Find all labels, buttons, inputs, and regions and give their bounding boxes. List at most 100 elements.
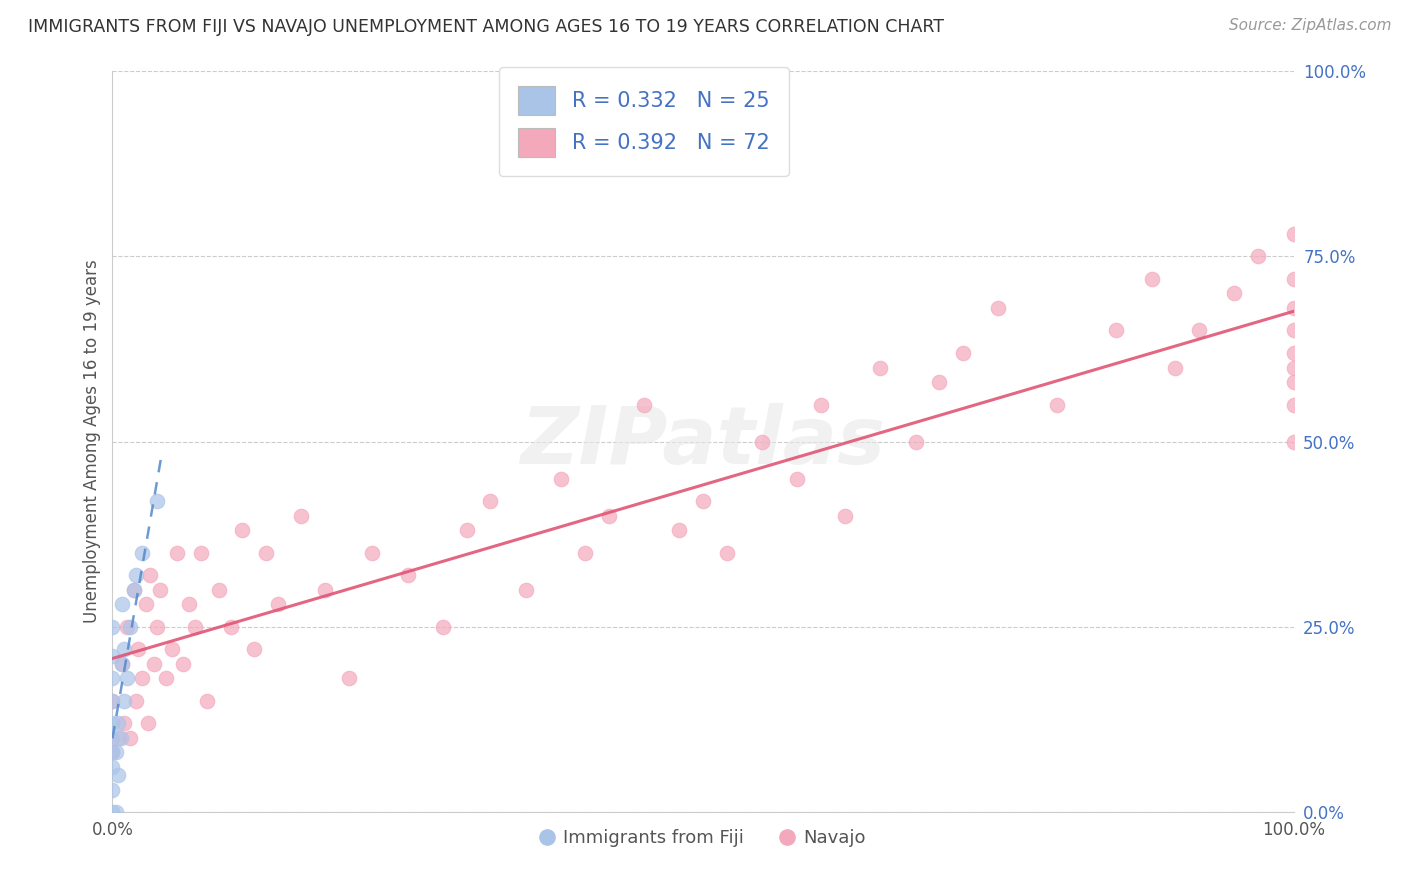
Point	[112, 715, 135, 730]
Point	[101, 805, 124, 819]
Point	[716, 546, 738, 560]
Point	[105, 746, 128, 760]
Point	[160, 641, 183, 656]
Point	[361, 546, 384, 560]
Point	[786, 471, 808, 485]
Point	[1282, 360, 1305, 375]
Point	[190, 546, 212, 560]
Point	[172, 657, 194, 671]
Point	[1282, 301, 1305, 316]
Point	[1282, 376, 1305, 390]
Point	[751, 434, 773, 449]
Point	[396, 567, 419, 582]
Point	[107, 715, 129, 730]
Point	[1105, 324, 1128, 338]
Y-axis label: Unemployment Among Ages 16 to 19 years: Unemployment Among Ages 16 to 19 years	[83, 260, 101, 624]
Point	[456, 524, 478, 538]
Point	[135, 598, 157, 612]
Point	[166, 546, 188, 560]
Point	[115, 619, 138, 633]
Point	[120, 731, 142, 745]
Point	[107, 731, 129, 745]
Point	[1282, 398, 1305, 412]
Point	[101, 672, 124, 686]
Point	[146, 493, 169, 508]
Point	[668, 524, 690, 538]
Point	[1282, 271, 1305, 285]
Point	[110, 731, 132, 745]
Point	[810, 398, 832, 412]
Point	[195, 694, 218, 708]
Point	[101, 694, 124, 708]
Point	[1223, 286, 1246, 301]
Point	[146, 619, 169, 633]
Point	[1282, 324, 1305, 338]
Point	[267, 598, 290, 612]
Point	[869, 360, 891, 375]
Point	[290, 508, 312, 523]
Point	[231, 524, 253, 538]
Point	[127, 641, 149, 656]
Point	[125, 567, 148, 582]
Point	[1282, 345, 1305, 359]
Point	[515, 582, 537, 597]
Point	[1282, 227, 1305, 242]
Point	[692, 493, 714, 508]
Point	[149, 582, 172, 597]
Point	[142, 657, 165, 671]
Point	[139, 567, 162, 582]
Point	[112, 694, 135, 708]
Point	[184, 619, 207, 633]
Point	[111, 598, 134, 612]
Point	[243, 641, 266, 656]
Text: ZIPatlas: ZIPatlas	[520, 402, 886, 481]
Legend: Immigrants from Fiji, Navajo: Immigrants from Fiji, Navajo	[533, 822, 873, 855]
Point	[598, 508, 620, 523]
Text: Source: ZipAtlas.com: Source: ZipAtlas.com	[1229, 18, 1392, 33]
Point	[112, 641, 135, 656]
Point	[155, 672, 177, 686]
Point	[115, 672, 138, 686]
Point	[633, 398, 655, 412]
Point	[136, 715, 159, 730]
Point	[101, 760, 124, 774]
Point	[574, 546, 596, 560]
Point	[107, 767, 129, 781]
Point	[928, 376, 950, 390]
Point	[254, 546, 277, 560]
Text: IMMIGRANTS FROM FIJI VS NAVAJO UNEMPLOYMENT AMONG AGES 16 TO 19 YEARS CORRELATIO: IMMIGRANTS FROM FIJI VS NAVAJO UNEMPLOYM…	[28, 18, 943, 36]
Point	[904, 434, 927, 449]
Point	[1164, 360, 1187, 375]
Point	[179, 598, 201, 612]
Point	[101, 619, 124, 633]
Point	[952, 345, 974, 359]
Point	[479, 493, 502, 508]
Point	[131, 546, 153, 560]
Point	[987, 301, 1010, 316]
Point	[1282, 434, 1305, 449]
Point	[432, 619, 454, 633]
Point	[131, 672, 153, 686]
Point	[101, 746, 124, 760]
Point	[1247, 250, 1270, 264]
Point	[101, 731, 124, 745]
Point	[101, 649, 124, 664]
Point	[208, 582, 231, 597]
Point	[1188, 324, 1211, 338]
Point	[314, 582, 336, 597]
Point	[1140, 271, 1163, 285]
Point	[105, 805, 128, 819]
Point	[219, 619, 242, 633]
Point	[120, 619, 142, 633]
Point	[550, 471, 572, 485]
Point	[1046, 398, 1069, 412]
Point	[111, 657, 134, 671]
Point	[122, 582, 145, 597]
Point	[337, 672, 360, 686]
Point	[111, 657, 134, 671]
Point	[834, 508, 856, 523]
Point	[125, 694, 148, 708]
Point	[101, 782, 124, 797]
Point	[101, 746, 124, 760]
Point	[122, 582, 145, 597]
